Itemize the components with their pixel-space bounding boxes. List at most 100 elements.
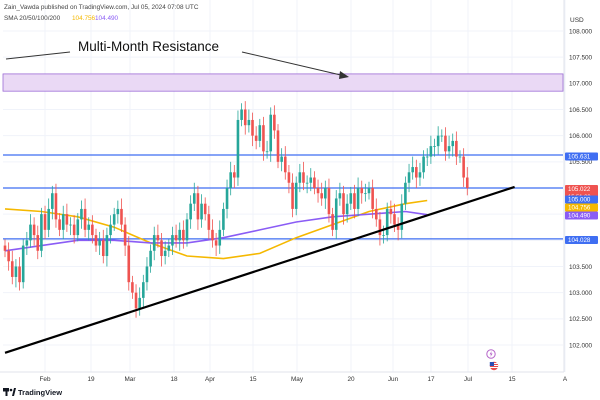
candle-body[interactable]	[302, 172, 305, 183]
candle-body[interactable]	[418, 172, 422, 178]
candle-body[interactable]	[404, 182, 407, 204]
candle-body[interactable]	[411, 167, 414, 173]
candle-body[interactable]	[309, 177, 313, 183]
candle-body[interactable]	[462, 156, 465, 178]
candle-body[interactable]	[407, 172, 411, 183]
candle-body[interactable]	[342, 193, 345, 215]
candle-body[interactable]	[76, 219, 80, 236]
candle-body[interactable]	[283, 156, 287, 173]
candle-body[interactable]	[54, 193, 58, 220]
candle-body[interactable]	[14, 266, 18, 277]
candle-body[interactable]	[196, 193, 200, 220]
candle-body[interactable]	[262, 125, 265, 152]
candle-body[interactable]	[192, 193, 196, 204]
candle-body[interactable]	[80, 208, 83, 220]
candle-body[interactable]	[247, 119, 251, 126]
candle-body[interactable]	[240, 109, 243, 120]
candle-body[interactable]	[10, 261, 14, 277]
candle-body[interactable]	[236, 119, 240, 178]
candle-body[interactable]	[182, 229, 185, 241]
candle-body[interactable]	[334, 198, 338, 230]
candle-body[interactable]	[458, 156, 462, 158]
candle-body[interactable]	[58, 219, 61, 230]
candle-body[interactable]	[91, 224, 94, 236]
candle-body[interactable]	[61, 214, 65, 230]
candle-body[interactable]	[349, 193, 353, 204]
us-flag-icon[interactable]	[489, 361, 499, 371]
candle-body[interactable]	[94, 235, 98, 246]
candle-body[interactable]	[294, 182, 298, 209]
candle-body[interactable]	[396, 224, 400, 230]
candle-body[interactable]	[353, 193, 356, 209]
candle-body[interactable]	[465, 177, 469, 188]
candle-body[interactable]	[415, 167, 418, 178]
candle-body[interactable]	[101, 240, 105, 257]
candle-body[interactable]	[320, 193, 323, 199]
candle-body[interactable]	[276, 130, 280, 162]
candle-body[interactable]	[98, 240, 101, 246]
candle-body[interactable]	[120, 208, 123, 225]
candle-body[interactable]	[156, 235, 160, 241]
time-axis[interactable]: Feb 19 Mar 18 Apr 15 May 20 Jun 17 Jul 15 A	[39, 376, 567, 383]
candle-body[interactable]	[327, 187, 331, 215]
candle-body[interactable]	[451, 140, 455, 147]
candle-body[interactable]	[171, 235, 174, 246]
candle-body[interactable]	[167, 245, 171, 251]
candle-body[interactable]	[374, 208, 378, 220]
candle-body[interactable]	[87, 224, 91, 230]
candle-body[interactable]	[214, 240, 218, 246]
candle-body[interactable]	[7, 250, 10, 262]
candle-body[interactable]	[269, 114, 273, 152]
candle-body[interactable]	[393, 214, 396, 225]
candle-body[interactable]	[51, 193, 54, 209]
candle-body[interactable]	[305, 182, 309, 184]
candle-body[interactable]	[280, 156, 283, 162]
candle-body[interactable]	[273, 114, 276, 131]
candle-body[interactable]	[116, 208, 120, 215]
candle-body[interactable]	[178, 229, 182, 241]
candle-body[interactable]	[360, 187, 364, 194]
ascending-trendline[interactable]	[4, 185, 515, 354]
candles[interactable]	[3, 101, 469, 318]
price-axis[interactable]: 108.000 107.500 107.000 106.500 106.000 105.5…	[569, 28, 593, 349]
candle-body[interactable]	[36, 235, 40, 251]
candle-body[interactable]	[367, 187, 371, 194]
candle-body[interactable]	[444, 135, 447, 152]
candle-body[interactable]	[189, 203, 192, 220]
candle-body[interactable]	[447, 146, 451, 152]
lightning-icon[interactable]	[486, 349, 496, 359]
candle-body[interactable]	[440, 135, 444, 137]
candle-body[interactable]	[422, 156, 425, 173]
candle-body[interactable]	[134, 292, 138, 309]
candle-body[interactable]	[21, 245, 25, 283]
candle-body[interactable]	[3, 245, 7, 251]
candle-body[interactable]	[112, 214, 116, 225]
candle-body[interactable]	[233, 172, 236, 178]
candle-body[interactable]	[371, 187, 374, 209]
candle-body[interactable]	[123, 224, 127, 246]
candle-body[interactable]	[433, 146, 436, 147]
candle-body[interactable]	[127, 245, 131, 283]
candle-body[interactable]	[203, 203, 207, 215]
candle-body[interactable]	[131, 282, 134, 293]
candle-body[interactable]	[378, 219, 382, 236]
candle-body[interactable]	[65, 214, 69, 225]
candle-body[interactable]	[218, 229, 222, 246]
candle-body[interactable]	[425, 156, 429, 158]
candle-body[interactable]	[436, 135, 440, 147]
candle-body[interactable]	[287, 172, 291, 183]
candle-body[interactable]	[316, 187, 320, 194]
candle-body[interactable]	[258, 125, 262, 141]
candle-body[interactable]	[163, 250, 167, 257]
candle-body[interactable]	[291, 182, 294, 209]
resistance-zone[interactable]	[2, 73, 564, 92]
candle-body[interactable]	[142, 282, 145, 298]
candle-body[interactable]	[160, 240, 163, 257]
candle-body[interactable]	[138, 297, 141, 309]
candle-body[interactable]	[429, 146, 433, 157]
candle-body[interactable]	[18, 266, 21, 283]
candle-body[interactable]	[389, 208, 393, 215]
candle-body[interactable]	[400, 203, 404, 230]
candle-body[interactable]	[29, 224, 32, 241]
